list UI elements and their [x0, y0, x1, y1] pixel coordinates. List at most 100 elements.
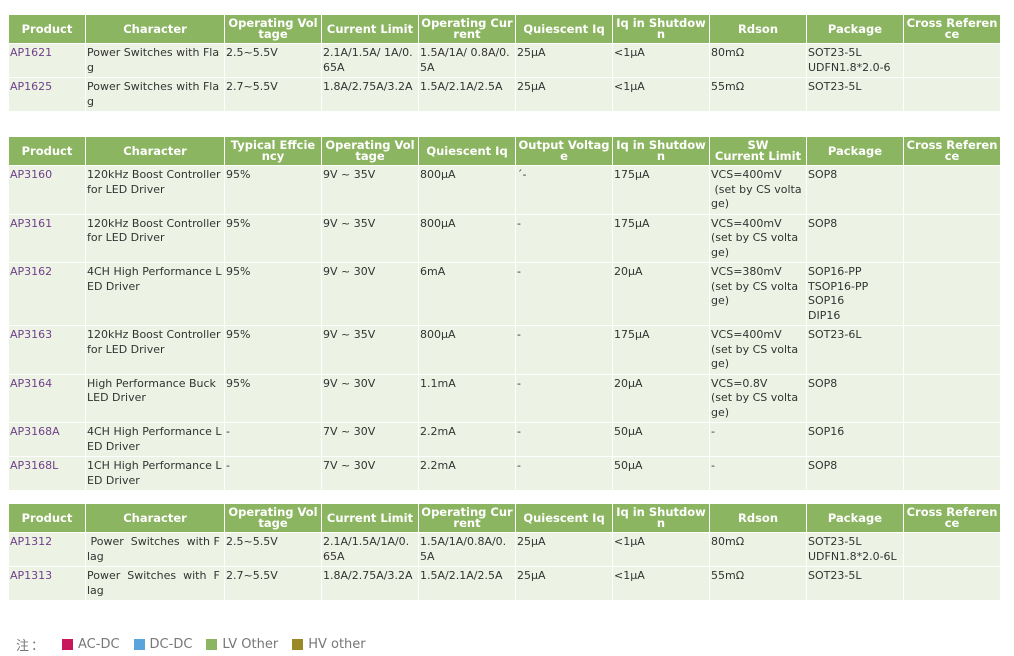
table-row: AP3164 High Performance Buck LED Driver 95…: [9, 374, 1000, 422]
product-link[interactable]: AP3164: [10, 376, 53, 390]
legend-swatch: [62, 638, 74, 650]
table-cell: SOP8: [807, 166, 903, 214]
table-cell: 9V ~ 35V: [322, 326, 418, 374]
table-cell: <1μA: [613, 44, 709, 77]
product-link[interactable]: AP1625: [10, 80, 53, 93]
table-cell: SOT23-5L: [807, 567, 903, 600]
legend-label: DC-DC: [149, 636, 193, 652]
table-cell: [904, 533, 1000, 566]
table-cell: 2.2mA: [419, 457, 515, 490]
table-cell: 95%: [225, 166, 321, 214]
table-cell: -: [516, 326, 612, 374]
legend-swatch: [292, 638, 304, 650]
table-row: AP1625 Power Switches with Flag 2.7~5.5V 1.…: [9, 78, 1000, 111]
product-link[interactable]: AP3160: [10, 168, 53, 181]
table-cell: [904, 78, 1000, 111]
table-cell: 1.8A/2.75A/3.2A: [322, 78, 418, 111]
product-link[interactable]: AP1313: [10, 569, 53, 582]
column-header: Cross Reference: [904, 137, 1000, 165]
table-cell: 2.1A/1.5A/1A/0.65A: [322, 533, 418, 566]
table-cell: [904, 567, 1000, 600]
legend-swatch: [206, 638, 218, 650]
legend-label: AC-DC: [78, 636, 120, 652]
table-cell: 2.5~5.5V: [225, 44, 321, 77]
product-cell: AP3163: [9, 326, 85, 374]
table-cell: 25μA: [516, 44, 612, 77]
column-header: Cross Reference: [904, 15, 1000, 43]
product-link[interactable]: AP3168A: [10, 425, 60, 438]
table-cell: SOT23-5L UDFN1.8*2.0-6L: [807, 533, 903, 566]
column-header: Quiescent Iq: [419, 137, 515, 165]
table-cell: -: [710, 457, 806, 490]
column-header: Package: [807, 504, 903, 532]
product-cell: AP3161: [9, 214, 85, 262]
table-cell: 175μA: [613, 214, 709, 262]
table-row: AP3168L 1CH High Performance LED Driver -7…: [9, 457, 1000, 490]
table-cell: <1μA: [613, 567, 709, 600]
table-cell: High Performance Buck LED Driver: [86, 374, 224, 422]
table-cell: 55mΩ: [710, 567, 806, 600]
table-cell: VCS=400mV (set by CS voltage): [710, 166, 806, 214]
table-header-row: Product Character Typical Effciency Operati…: [9, 137, 1000, 165]
table-body: AP1312 Power Switches with Flag 2.5~5.5V 2…: [9, 533, 1000, 600]
table-cell: Power Switches with Flag: [86, 533, 224, 566]
table-row: AP3168A 4CH High Performance LED Driver -7…: [9, 423, 1000, 456]
table-cell: SOP16-PP TSOP16-PP SOP16 DIP16: [807, 263, 903, 325]
table-cell: ´-: [516, 166, 612, 214]
column-header: Product: [9, 15, 85, 43]
legend-label: HV other: [308, 636, 366, 652]
product-link[interactable]: AP3168L: [10, 459, 59, 472]
product-link[interactable]: AP3163: [10, 328, 53, 341]
table-cell: [904, 423, 1000, 456]
column-header: Character: [86, 15, 224, 43]
table-cell: [904, 374, 1000, 422]
table-row: AP3162 4CH High Performance LED Driver 95%…: [9, 263, 1000, 325]
table-row: AP3163 120kHz Boost Controller for LED Dr…: [9, 326, 1000, 374]
product-link[interactable]: AP3161: [10, 216, 53, 230]
table-cell: -: [516, 263, 612, 325]
table-cell: SOP8: [807, 214, 903, 262]
table-cell: [904, 263, 1000, 325]
column-header: Character: [86, 137, 224, 165]
column-header: Operating Voltage: [225, 15, 321, 43]
product-cell: AP3168A: [9, 423, 85, 456]
column-header: Cross Reference: [904, 504, 1000, 532]
table-cell: 2.7~5.5V: [225, 567, 321, 600]
legend-note: 注：: [16, 638, 47, 654]
table-cell: 50μA: [613, 457, 709, 490]
product-table-power-switches: Product Character Operating Voltage Current…: [8, 14, 1001, 112]
table-cell: 175μA: [613, 326, 709, 374]
table-cell: 7V ~ 30V: [322, 457, 418, 490]
product-link[interactable]: AP1312: [10, 535, 53, 548]
table-cell: 20μA: [613, 374, 709, 422]
table-cell: 9V ~ 30V: [322, 263, 418, 325]
legend-swatch: [133, 638, 145, 650]
product-link[interactable]: AP1621: [10, 46, 53, 59]
table-cell: 1.5A/2.1A/2.5A: [419, 78, 515, 111]
table-cell: 20μA: [613, 263, 709, 325]
table-cell: 95%: [225, 374, 321, 422]
table-cell: 1.5A/1A/ 0.8A/0.5A: [419, 44, 515, 77]
table-body: AP1621 Power Switches with Flag 2.5~5.5V 2.…: [9, 44, 1000, 111]
table-cell: 800μA: [419, 214, 515, 262]
table-cell: [904, 326, 1000, 374]
table-cell: -: [225, 423, 321, 456]
column-header: Output Voltage: [516, 137, 612, 165]
product-link[interactable]: AP3162: [10, 265, 53, 278]
table-cell: SOP8: [807, 457, 903, 490]
table-cell: 175μA: [613, 166, 709, 214]
column-header: Typical Effciency: [225, 137, 321, 165]
legend-item-ac-dc: AC-DC: [62, 637, 120, 652]
table-cell: SOT23-6L: [807, 326, 903, 374]
table-cell: 2.2mA: [419, 423, 515, 456]
column-header: Product: [9, 137, 85, 165]
table-cell: -: [225, 457, 321, 490]
table-cell: 1.5A/2.1A/2.5A: [419, 567, 515, 600]
table-cell: 9V ~ 30V: [322, 374, 418, 422]
table-cell: 50μA: [613, 423, 709, 456]
table-cell: 1.8A/2.75A/3.2A: [322, 567, 418, 600]
column-header: Iq in Shutdown: [613, 137, 709, 165]
table-row: AP1313 Power Switches with Flag 2.7~5.5V 1.…: [9, 567, 1000, 600]
table-cell: 95%: [225, 263, 321, 325]
legend-item-lv-other: LV Other: [206, 637, 278, 652]
